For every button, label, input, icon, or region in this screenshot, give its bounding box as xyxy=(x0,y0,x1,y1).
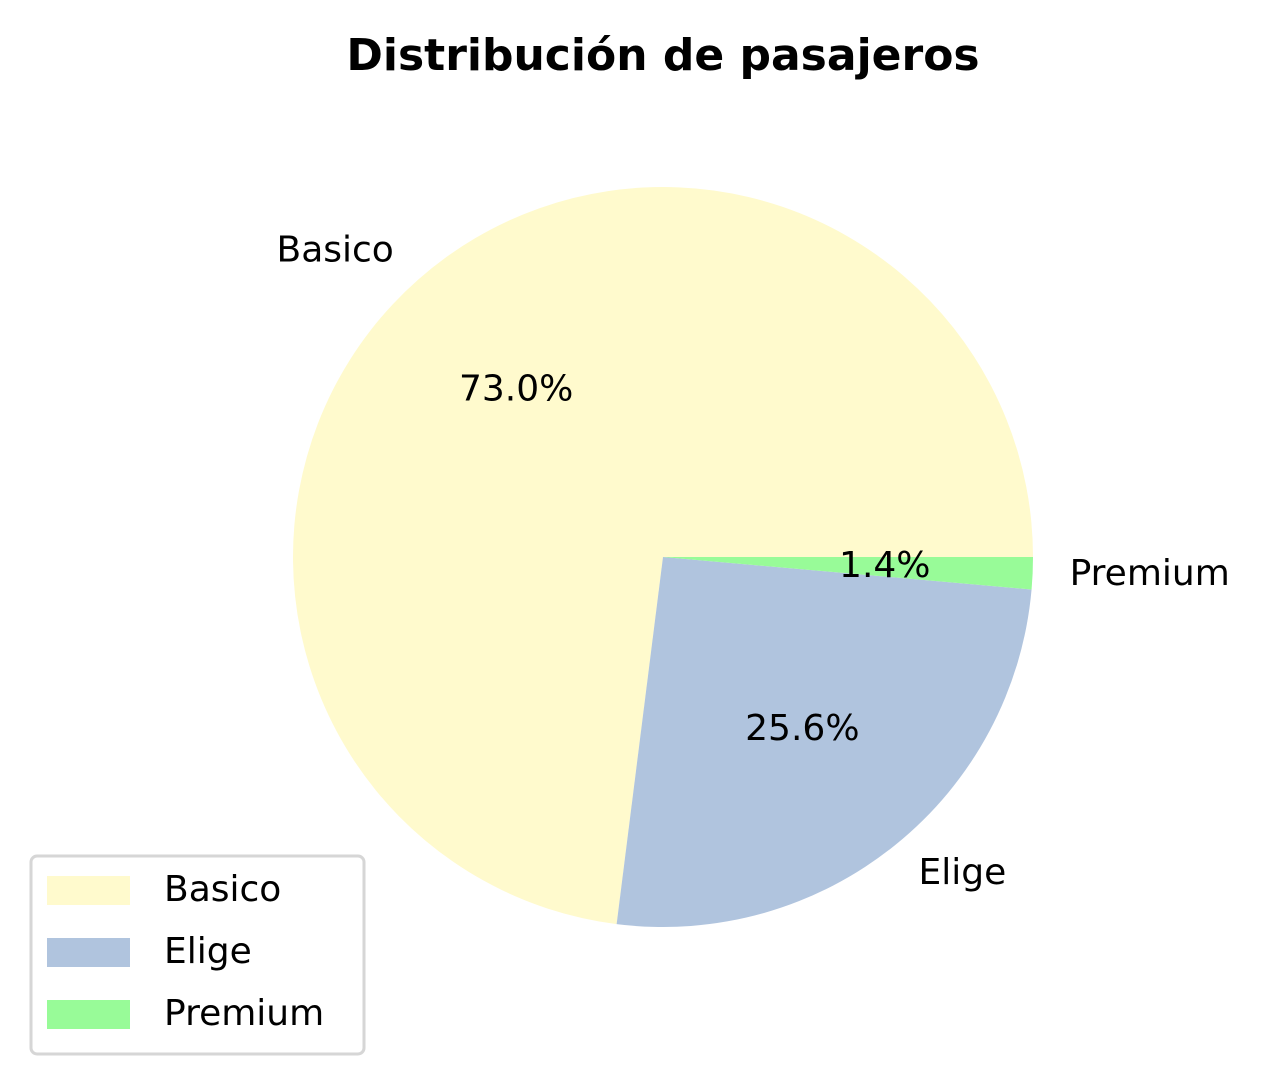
percentage-label-elige: 25.6% xyxy=(745,708,859,749)
percentage-label-premium: 1.4% xyxy=(839,545,930,586)
slice-label-elige: Elige xyxy=(918,852,1006,893)
legend-swatch-basico xyxy=(47,876,130,905)
legend-label-premium: Premium xyxy=(164,993,324,1034)
chart-title: Distribución de pasajeros xyxy=(346,30,979,81)
pie-slice-basico xyxy=(293,187,1033,925)
legend: Basico Elige Premium xyxy=(29,854,366,1056)
legend-swatch-elige xyxy=(47,938,130,967)
percentage-labels: 73.0% 25.6% 1.4% xyxy=(459,368,931,748)
legend-label-basico: Basico xyxy=(164,869,281,910)
pie-slice-premium xyxy=(663,557,1033,590)
slice-label-basico: Basico xyxy=(277,230,394,271)
legend-swatch-premium xyxy=(47,1000,130,1029)
pie-slices xyxy=(293,187,1033,928)
percentage-label-basico: 73.0% xyxy=(459,368,573,409)
slice-label-premium: Premium xyxy=(1070,553,1230,594)
slice-labels: Basico Elige Premium xyxy=(277,230,1230,893)
legend-label-elige: Elige xyxy=(164,931,252,972)
pie-slice-elige xyxy=(616,557,1032,928)
